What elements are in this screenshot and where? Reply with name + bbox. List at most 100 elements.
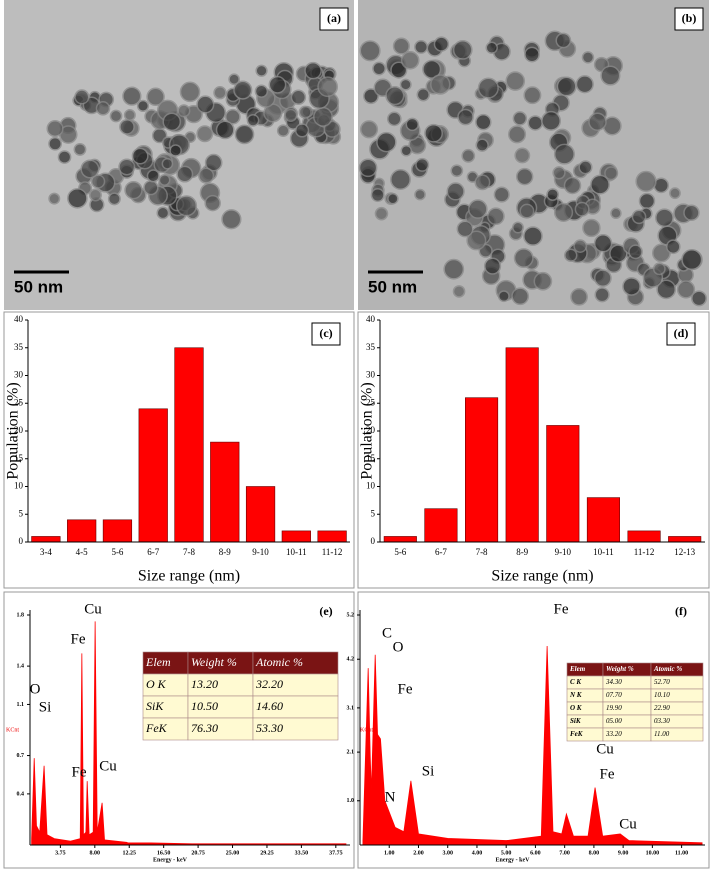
table-text: 53.30 bbox=[256, 721, 283, 735]
nanoparticle bbox=[73, 142, 87, 156]
nanoparticle bbox=[204, 194, 221, 212]
x-tick-label: 7-8 bbox=[183, 547, 195, 557]
peak-label: O bbox=[393, 639, 404, 655]
x-tick-label: 4.00 bbox=[472, 850, 483, 856]
y-tick-label: 20 bbox=[366, 425, 376, 435]
x-tick-label: 4-5 bbox=[76, 547, 88, 557]
nanoparticle bbox=[255, 64, 268, 77]
x-tick-label: 3.75 bbox=[55, 850, 66, 856]
nanoparticle bbox=[515, 167, 534, 186]
nanoparticle bbox=[683, 204, 700, 221]
nanoparticle bbox=[119, 118, 135, 135]
nanoparticle bbox=[415, 157, 430, 172]
table-text: O K bbox=[570, 704, 583, 712]
peak-label: Cu bbox=[84, 601, 102, 617]
nanoparticle bbox=[123, 109, 136, 122]
nanoparticle bbox=[541, 110, 562, 131]
y-axis-label: Population (%) bbox=[5, 382, 22, 479]
table-text: N K bbox=[569, 691, 583, 699]
bar bbox=[546, 425, 580, 543]
nanoparticle bbox=[456, 220, 474, 238]
nanoparticle bbox=[376, 131, 397, 153]
nanoparticle bbox=[317, 76, 339, 98]
panel-label: (a) bbox=[327, 11, 341, 25]
nanoparticle bbox=[573, 239, 588, 253]
nanoparticle bbox=[304, 61, 322, 80]
peak-label: Si bbox=[422, 763, 435, 779]
y-tick-label: 10 bbox=[14, 481, 24, 491]
nanoparticle bbox=[136, 99, 150, 112]
y-tick-label: 15 bbox=[366, 453, 376, 463]
panel-label-box bbox=[319, 7, 349, 31]
x-tick-label: 10-11 bbox=[593, 547, 614, 557]
nanoparticle bbox=[519, 203, 535, 219]
spectrum bbox=[362, 645, 703, 846]
nanoparticle bbox=[452, 40, 473, 60]
nanoparticle bbox=[80, 159, 100, 179]
nanoparticle bbox=[461, 148, 476, 163]
nanoparticle bbox=[234, 124, 255, 145]
nanoparticle bbox=[483, 257, 502, 275]
nanoparticle bbox=[109, 109, 123, 123]
nanoparticle bbox=[122, 86, 142, 106]
nanoparticle bbox=[158, 173, 171, 186]
panel-label: (b) bbox=[682, 11, 697, 25]
panel-label: (d) bbox=[674, 326, 689, 340]
nanoparticle bbox=[511, 221, 524, 234]
nanoparticle bbox=[450, 164, 464, 178]
table-text: 32.20 bbox=[255, 677, 283, 691]
nanoparticle bbox=[582, 218, 601, 238]
panel-frame bbox=[357, 311, 710, 589]
x-axis-label: Size range (nm) bbox=[491, 568, 593, 585]
x-tick-label: 8-9 bbox=[219, 547, 231, 557]
y-tick-label: 4.2 bbox=[347, 657, 355, 663]
nanoparticle bbox=[107, 192, 121, 206]
y-tick-label: 15 bbox=[14, 453, 24, 463]
y-tick-label: 40 bbox=[366, 314, 376, 324]
y-tick-label: 20 bbox=[14, 425, 24, 435]
nanoparticle bbox=[176, 165, 194, 183]
nanoparticle bbox=[414, 188, 426, 201]
y-tick-label: 0.7 bbox=[17, 753, 25, 759]
nanoparticle bbox=[118, 158, 136, 176]
nanoparticle bbox=[553, 202, 574, 222]
panel-label: (e) bbox=[319, 604, 332, 618]
nanoparticle bbox=[527, 115, 544, 131]
table-text: 22.90 bbox=[654, 704, 670, 712]
table-text: 05.00 bbox=[606, 717, 622, 725]
nanoparticle bbox=[57, 150, 72, 164]
bar bbox=[174, 347, 204, 543]
x-tick-label: 9-10 bbox=[252, 547, 269, 557]
nanoparticle bbox=[665, 239, 681, 255]
x-tick-label: 11.00 bbox=[675, 850, 688, 856]
x-tick-label: 5-6 bbox=[394, 547, 406, 557]
nanoparticle bbox=[555, 32, 572, 49]
bar bbox=[586, 497, 620, 543]
x-tick-label: 11-12 bbox=[634, 547, 655, 557]
nanoparticle bbox=[564, 248, 578, 263]
nanoparticle bbox=[162, 112, 182, 132]
nanoparticle bbox=[468, 199, 488, 219]
nanoparticle bbox=[593, 269, 612, 288]
peak-label: Si bbox=[39, 699, 52, 715]
y-tick-label: 0.4 bbox=[17, 791, 25, 797]
nanoparticle bbox=[631, 209, 647, 225]
panel-label: (c) bbox=[319, 326, 332, 340]
x-tick-label: 8.00 bbox=[589, 850, 600, 856]
nanoparticle bbox=[294, 123, 310, 138]
nanoparticle bbox=[669, 187, 681, 200]
nanoparticle bbox=[487, 207, 505, 226]
nanoparticle bbox=[505, 71, 526, 91]
nanoparticle bbox=[681, 249, 703, 271]
bar bbox=[627, 530, 661, 543]
nanoparticle bbox=[88, 188, 102, 202]
nanoparticle bbox=[507, 125, 527, 144]
nanoparticle bbox=[386, 111, 402, 127]
nanoparticle bbox=[570, 288, 588, 306]
nanoparticle bbox=[523, 86, 542, 105]
nanoparticle bbox=[422, 59, 442, 79]
nanoparticle bbox=[67, 187, 88, 209]
y-tick-label: 0 bbox=[371, 536, 376, 546]
scale-bar-label: 50 nm bbox=[14, 277, 63, 296]
panel-frame bbox=[3, 311, 355, 589]
